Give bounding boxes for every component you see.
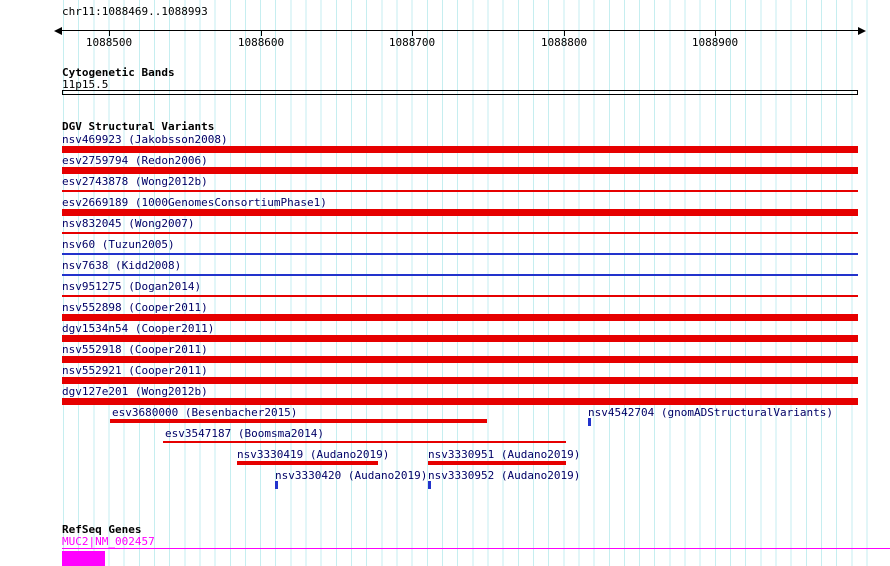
variant-label: nsv4542704 (gnomADStructuralVariants) [588,406,834,419]
variant-bar[interactable] [62,209,858,216]
variant-bar[interactable] [62,295,858,297]
variant-label: esv3547187 (Boomsma2014) [165,427,324,440]
variant-label: esv2759794 (Redon2006) [62,154,208,167]
variant-label: nsv3330420 (Audano2019) [275,469,428,482]
axis-tick [109,30,110,36]
axis-arrow-right-icon [858,27,866,35]
variant-label: nsv3330419 (Audano2019) [237,448,390,461]
variant-label: nsv3330952 (Audano2019) [428,469,581,482]
variant-bar[interactable] [588,418,591,426]
variant-bar[interactable] [62,167,858,174]
axis-tick [564,30,565,36]
variant-bar[interactable] [428,481,431,489]
axis-tick-label: 1088800 [540,36,588,49]
variant-label: esv2743878 (Wong2012b) [62,175,208,188]
axis-tick [412,30,413,36]
variant-bar[interactable] [62,314,858,321]
variant-label: esv3680000 (Besenbacher2015) [112,406,298,419]
variant-label: dgv1534n54 (Cooper2011) [62,322,215,335]
variant-bar[interactable] [62,253,858,255]
variant-label: nsv552898 (Cooper2011) [62,301,208,314]
variant-label: nsv951275 (Dogan2014) [62,280,202,293]
axis-tick [261,30,262,36]
variant-label: nsv552921 (Cooper2011) [62,364,208,377]
variant-bar[interactable] [62,377,858,384]
axis-tick-label: 1088500 [85,36,133,49]
variant-bar[interactable] [62,232,858,234]
region-label: chr11:1088469..1088993 [62,5,208,18]
gene-exon-box[interactable] [62,551,105,566]
variant-bar[interactable] [237,461,378,465]
cytoband-label: 11p15.5 [62,78,109,91]
variant-label: dgv127e201 (Wong2012b) [62,385,208,398]
variant-label: nsv60 (Tuzun2005) [62,238,175,251]
section-title-cytobands: Cytogenetic Bands [62,66,175,79]
section-title-dgv: DGV Structural Variants [62,120,215,133]
variant-label: nsv832045 (Wong2007) [62,217,195,230]
variant-bar[interactable] [163,441,566,443]
axis-tick-label: 1088900 [691,36,739,49]
gene-label: MUC2|NM_002457 [62,535,155,548]
variant-bar[interactable] [62,356,858,363]
variant-bar[interactable] [62,398,858,405]
variant-bar[interactable] [62,146,858,153]
variant-bar[interactable] [275,481,278,489]
axis-line [62,30,858,31]
variant-bar[interactable] [110,419,487,423]
variant-bar[interactable] [62,190,858,192]
variant-label: esv2669189 (1000GenomesConsortiumPhase1) [62,196,327,209]
cytoband-glyph[interactable] [62,90,858,95]
axis-tick-label: 1088600 [237,36,285,49]
variant-label: nsv7638 (Kidd2008) [62,259,182,272]
variant-label: nsv552918 (Cooper2011) [62,343,208,356]
section-title-refseq: RefSeq Genes [62,523,142,536]
variant-bar[interactable] [62,335,858,342]
gene-line[interactable] [62,548,890,549]
axis-arrow-left-icon [54,27,62,35]
variant-bar[interactable] [62,274,858,276]
axis-tick-label: 1088700 [388,36,436,49]
variant-bar[interactable] [428,461,566,465]
axis-tick [715,30,716,36]
variant-label: nsv3330951 (Audano2019) [428,448,581,461]
variant-label: nsv469923 (Jakobsson2008) [62,133,228,146]
